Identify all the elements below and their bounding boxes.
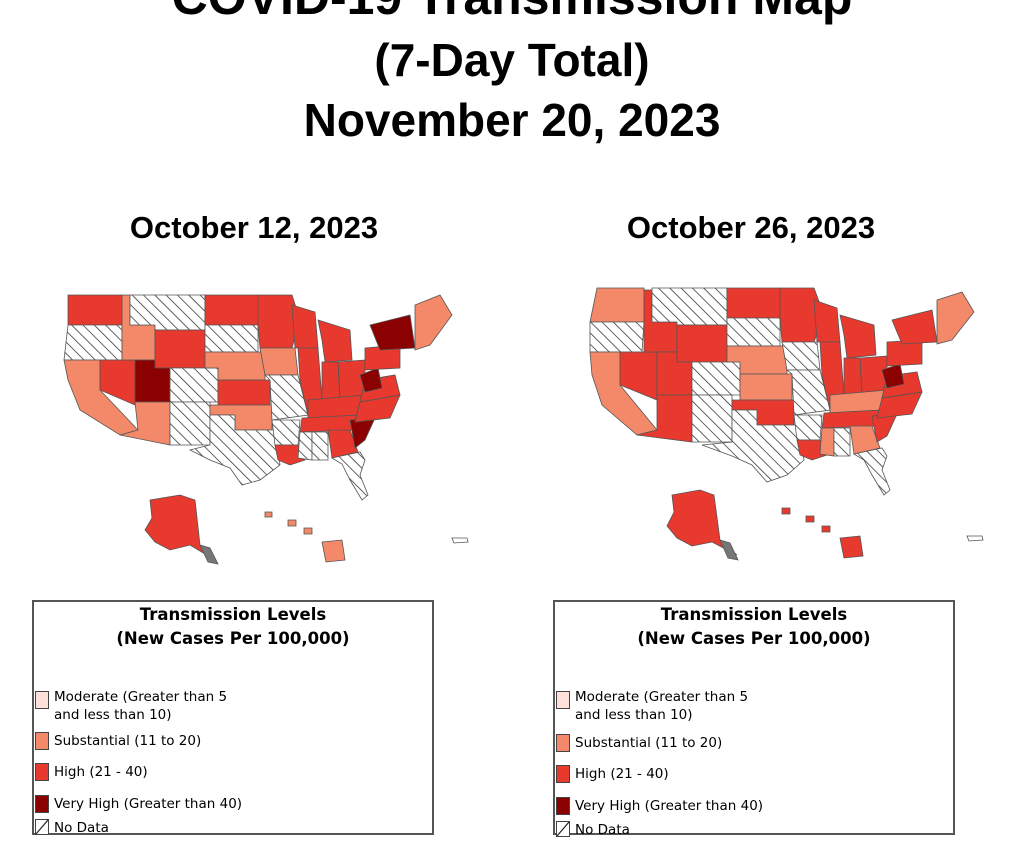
region-wisconsin [291, 304, 319, 349]
region-alaska [144, 494, 216, 561]
region-pacific-northwest [67, 294, 123, 326]
legend-label-no-data: No Data [54, 820, 109, 836]
region-arizona [636, 394, 693, 443]
legend-left: Transmission Levels (New Cases Per 100,0… [32, 600, 434, 836]
legend-swatch-very-high [35, 795, 49, 813]
region-louisiana [274, 444, 306, 466]
region-michigan [317, 319, 353, 363]
region-new-mexico [169, 401, 211, 446]
region-hawaii-1 [781, 507, 791, 515]
region-montana [129, 294, 206, 331]
region-south-dakota [204, 324, 259, 353]
region-indiana [843, 357, 863, 399]
region-oregon [63, 324, 123, 361]
legend-subtitle: (New Cases Per 100,000) [637, 629, 871, 648]
report-date: November 20, 2023 [303, 94, 721, 146]
region-texas [701, 409, 805, 483]
region-montana [651, 287, 728, 326]
legend-subtitle: (New Cases Per 100,000) [116, 629, 350, 648]
region-hawaii-4 [321, 539, 346, 563]
region-north-dakota [204, 294, 259, 326]
region-pacific-territory [966, 535, 984, 542]
region-texas [188, 414, 281, 486]
legend-swatch-high [35, 763, 49, 781]
legend-swatch-no-data [556, 821, 570, 837]
legend-swatch-substantial [35, 732, 49, 750]
legend-swatch-substantial [556, 734, 570, 752]
legend-label-no-data: No Data [575, 822, 630, 838]
panel-date-left: October 12, 2023 [129, 210, 379, 245]
region-louisiana [796, 439, 828, 461]
region-wyoming [154, 329, 206, 369]
region-alabama [311, 431, 329, 461]
region-hawaii-2 [805, 515, 815, 523]
us-map-october-26 [589, 287, 984, 561]
region-south-dakota [726, 317, 781, 347]
map-subtitle: (7-Day Total) [374, 34, 650, 86]
region-missouri [264, 374, 309, 421]
legend-label-moderate-line1: Moderate (Greater than 5 [54, 689, 228, 705]
region-georgia [327, 429, 359, 459]
region-hawaii-1 [264, 511, 273, 518]
region-florida [330, 451, 369, 501]
region-arizona [119, 401, 171, 446]
region-hawaii-4 [839, 535, 864, 559]
region-new-york [369, 314, 416, 351]
region-colorado [169, 367, 219, 403]
region-hawaii-2 [287, 519, 297, 527]
region-hawaii-3 [303, 527, 313, 535]
region-indiana [321, 361, 341, 403]
us-map-october-12 [63, 294, 469, 565]
region-north-dakota [726, 287, 781, 319]
legend-title: Transmission Levels [139, 605, 327, 624]
region-wisconsin [813, 299, 841, 343]
region-missouri [785, 369, 831, 416]
legend-right: Transmission Levels (New Cases Per 100,0… [553, 600, 955, 838]
legend-label-substantial: Substantial (11 to 20) [54, 733, 202, 749]
region-alaska-panhandle [199, 544, 219, 565]
legend-label-high: High (21 - 40) [54, 764, 148, 780]
region-wyoming [676, 324, 728, 363]
legend-label-moderate-line2: and less than 10) [54, 707, 172, 723]
region-hawaii-3 [821, 525, 831, 533]
legend-label-moderate-line2: and less than 10) [575, 707, 693, 723]
legend-swatch-no-data [35, 819, 49, 835]
region-mississippi [297, 431, 313, 461]
region-kansas [739, 373, 793, 401]
region-new-mexico [691, 394, 733, 443]
region-kansas [217, 379, 271, 406]
region-new-york [891, 309, 938, 345]
map-title: COVID-19 Transmission Map [0, 0, 1024, 22]
legend-label-very-high: Very High (Greater than 40) [54, 796, 243, 812]
region-alaska-panhandle [719, 539, 739, 561]
legend-swatch-very-high [556, 797, 570, 815]
legend-title: Transmission Levels [660, 605, 848, 624]
region-oregon [589, 321, 645, 353]
legend-label-moderate-line1: Moderate (Greater than 5 [575, 689, 749, 705]
region-arkansas [271, 419, 301, 446]
legend-swatch-moderate [35, 691, 49, 709]
region-alaska [666, 489, 738, 556]
region-florida [852, 447, 891, 496]
region-new-england [414, 294, 453, 351]
region-colorado [691, 361, 741, 396]
region-pacific-territory [451, 537, 469, 544]
legend-swatch-moderate [556, 691, 570, 709]
region-michigan [839, 314, 877, 359]
region-new-england [936, 291, 975, 345]
region-mississippi [819, 427, 835, 457]
region-iowa [781, 341, 821, 371]
region-alabama [833, 427, 851, 457]
region-iowa [259, 347, 299, 376]
region-arkansas [793, 414, 823, 441]
panel-date-right: October 26, 2023 [626, 210, 876, 245]
region-pacific-northwest [589, 287, 645, 323]
region-georgia [849, 425, 881, 455]
region-west-virginia [359, 367, 383, 393]
legend-swatch-high [556, 765, 570, 783]
legend-label-substantial: Substantial (11 to 20) [575, 735, 723, 751]
legend-label-very-high: Very High (Greater than 40) [575, 798, 764, 814]
legend-label-high: High (21 - 40) [575, 766, 669, 782]
